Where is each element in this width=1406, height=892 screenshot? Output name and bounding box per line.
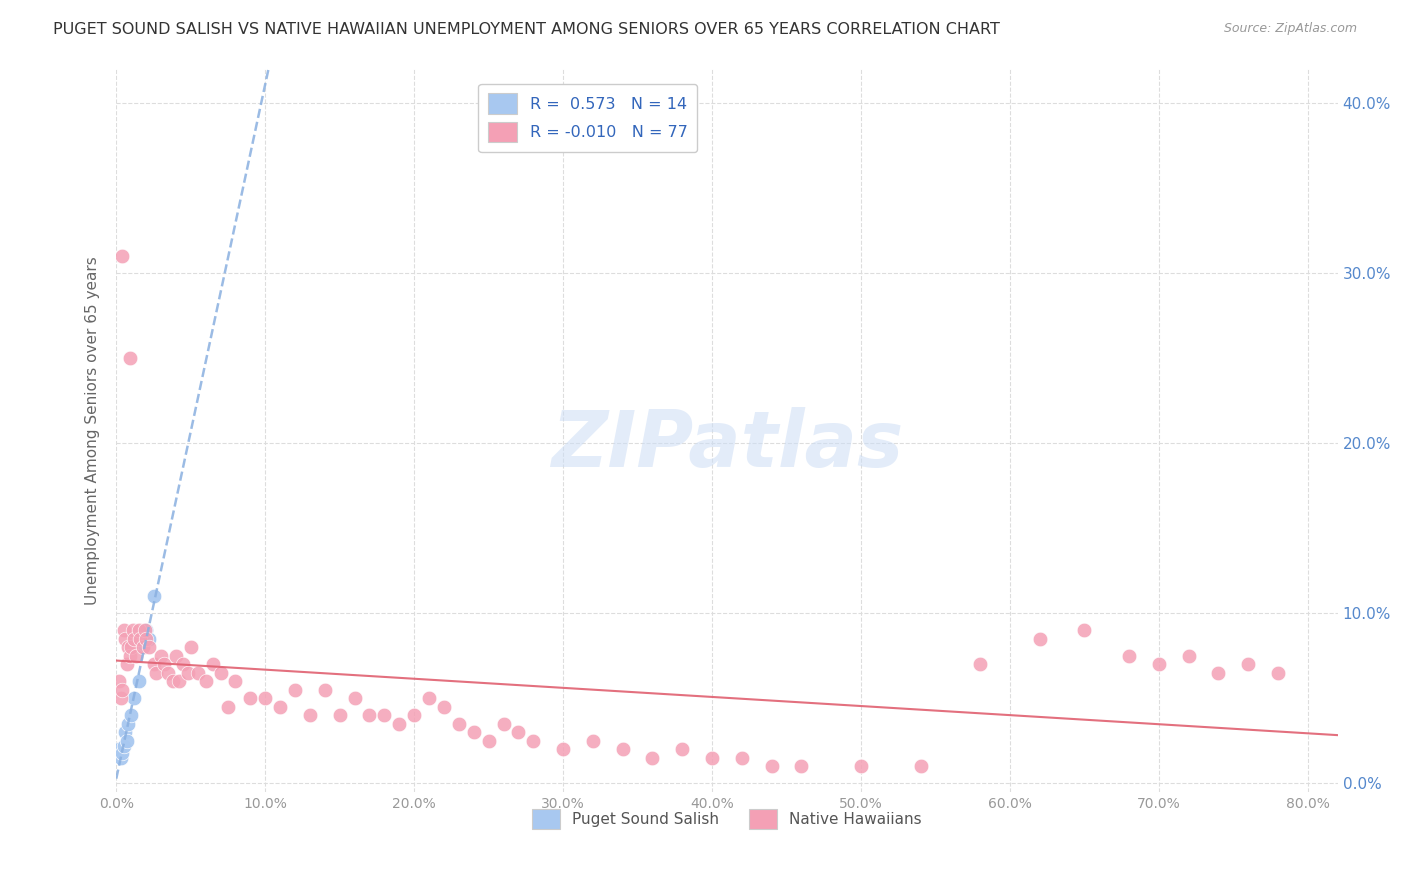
Legend: Puget Sound Salish, Native Hawaiians: Puget Sound Salish, Native Hawaiians — [526, 803, 928, 835]
Text: ZIPatlas: ZIPatlas — [551, 407, 903, 483]
Point — [111, 746, 134, 760]
Point — [1029, 632, 1052, 646]
Point — [522, 734, 544, 748]
Point — [138, 632, 160, 646]
Point — [329, 708, 352, 723]
Point — [111, 249, 134, 263]
Point — [187, 665, 209, 680]
Point — [128, 624, 150, 638]
Point — [1118, 648, 1140, 663]
Point — [121, 624, 143, 638]
Point — [108, 674, 131, 689]
Point — [969, 657, 991, 672]
Point — [112, 624, 135, 638]
Point — [433, 699, 456, 714]
Point — [553, 742, 575, 756]
Point — [132, 640, 155, 655]
Point — [138, 640, 160, 655]
Point — [388, 717, 411, 731]
Point — [418, 691, 440, 706]
Point — [172, 657, 194, 672]
Point — [124, 648, 146, 663]
Point — [153, 657, 176, 672]
Point — [254, 691, 277, 706]
Point — [128, 674, 150, 689]
Point — [373, 708, 395, 723]
Point — [108, 742, 131, 756]
Point — [120, 640, 142, 655]
Point — [118, 648, 141, 663]
Point — [134, 624, 156, 638]
Point — [1147, 657, 1170, 672]
Point — [612, 742, 634, 756]
Point — [849, 759, 872, 773]
Point — [122, 691, 145, 706]
Text: PUGET SOUND SALISH VS NATIVE HAWAIIAN UNEMPLOYMENT AMONG SENIORS OVER 65 YEARS C: PUGET SOUND SALISH VS NATIVE HAWAIIAN UN… — [53, 22, 1000, 37]
Point — [641, 751, 664, 765]
Point — [478, 734, 501, 748]
Point — [145, 665, 167, 680]
Point — [117, 717, 139, 731]
Point — [343, 691, 366, 706]
Point — [142, 657, 165, 672]
Point — [122, 632, 145, 646]
Point — [359, 708, 381, 723]
Point — [1177, 648, 1199, 663]
Point — [111, 682, 134, 697]
Point — [731, 751, 754, 765]
Point — [284, 682, 307, 697]
Point — [165, 648, 187, 663]
Point — [790, 759, 813, 773]
Text: Source: ZipAtlas.com: Source: ZipAtlas.com — [1223, 22, 1357, 36]
Point — [117, 640, 139, 655]
Point — [135, 624, 157, 638]
Point — [761, 759, 783, 773]
Point — [177, 665, 200, 680]
Point — [129, 632, 152, 646]
Point — [404, 708, 426, 723]
Point — [217, 699, 239, 714]
Point — [180, 640, 202, 655]
Point — [269, 699, 291, 714]
Point — [1237, 657, 1260, 672]
Point — [582, 734, 605, 748]
Point — [209, 665, 232, 680]
Point — [149, 648, 172, 663]
Point — [1073, 624, 1095, 638]
Point — [1208, 665, 1230, 680]
Point — [118, 351, 141, 365]
Point — [120, 708, 142, 723]
Point — [112, 739, 135, 753]
Point — [115, 734, 138, 748]
Point — [700, 751, 723, 765]
Point — [162, 674, 184, 689]
Point — [142, 589, 165, 603]
Point — [447, 717, 470, 731]
Point — [224, 674, 246, 689]
Point — [314, 682, 336, 697]
Point — [132, 640, 155, 655]
Point — [508, 725, 530, 739]
Point — [671, 742, 693, 756]
Point — [202, 657, 225, 672]
Point — [298, 708, 321, 723]
Point — [135, 632, 157, 646]
Point — [463, 725, 485, 739]
Point — [239, 691, 262, 706]
Point — [110, 691, 132, 706]
Point — [1267, 665, 1289, 680]
Point — [167, 674, 190, 689]
Point — [157, 665, 180, 680]
Point — [115, 657, 138, 672]
Point — [110, 751, 132, 765]
Point — [910, 759, 932, 773]
Y-axis label: Unemployment Among Seniors over 65 years: Unemployment Among Seniors over 65 years — [86, 256, 100, 605]
Point — [114, 725, 136, 739]
Point — [114, 632, 136, 646]
Point — [492, 717, 515, 731]
Point — [194, 674, 217, 689]
